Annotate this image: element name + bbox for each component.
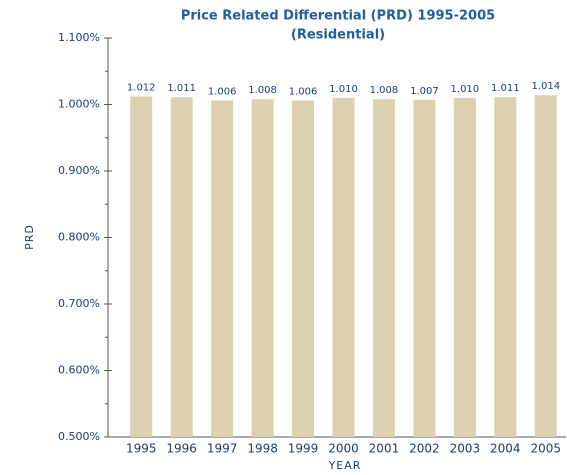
x-tick-label: 2004 [490,442,521,456]
chart-subtitle: (Residential) [291,28,385,43]
value-label: 1.008 [370,85,399,96]
x-tick-label: 2003 [450,442,481,456]
x-tick-label: 2000 [328,442,359,456]
value-label: 1.014 [531,81,560,92]
bar [534,95,557,437]
value-label: 1.011 [167,83,196,94]
y-tick-label: 0.500% [58,430,100,443]
x-tick-label: 2001 [369,442,400,456]
bar [332,97,355,437]
value-label: 1.007 [410,86,439,97]
bar [211,100,234,437]
y-tick-label: 0.600% [58,364,100,377]
value-label: 1.012 [127,83,156,94]
value-label: 1.010 [451,84,480,95]
bar [494,97,517,437]
bar [130,96,153,438]
x-tick-label: 2005 [530,442,561,456]
x-tick-label: 1997 [207,442,238,456]
x-tick-label: 2002 [409,442,440,456]
y-tick-label: 1.100% [58,31,100,44]
x-tick-label: 1996 [166,442,197,456]
x-tick-label: 1998 [247,442,278,456]
bar [251,99,274,438]
y-tick-label: 0.800% [58,231,100,244]
value-label: 1.011 [491,83,520,94]
bar [170,97,193,437]
value-label: 1.010 [329,84,358,95]
bar [413,99,436,437]
y-tick-label: 1.000% [58,98,100,111]
value-label: 1.008 [248,85,277,96]
bar [292,100,315,437]
x-axis-label: YEAR [328,459,362,472]
y-tick-label: 0.700% [58,297,100,310]
chart-title: Price Related Differential (PRD) 1995-20… [181,9,495,24]
y-axis-label: PRD [23,224,36,250]
value-label: 1.006 [289,87,318,98]
x-tick-label: 1999 [288,442,319,456]
y-tick-label: 0.900% [58,164,100,177]
bar [453,97,476,437]
bar [372,99,395,438]
value-label: 1.006 [208,87,237,98]
x-tick-label: 1995 [126,442,157,456]
